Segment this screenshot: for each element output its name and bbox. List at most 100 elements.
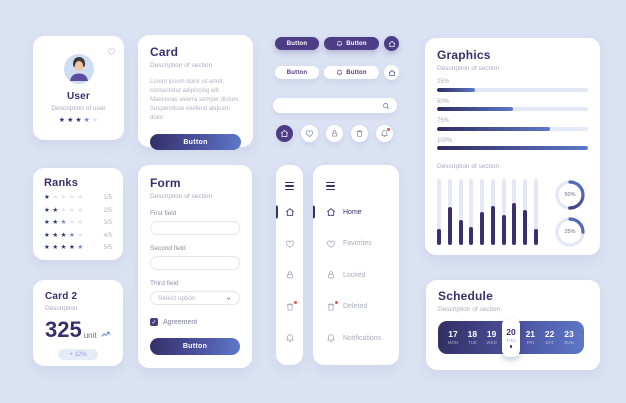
home-circle-button-primary[interactable] (384, 36, 399, 51)
star-icon: ★ (60, 244, 67, 251)
chart-bar-track (523, 179, 528, 245)
star-icon: ★ (68, 206, 75, 214)
first-field-input[interactable] (150, 221, 240, 235)
bell-icon (337, 40, 343, 47)
day-cell[interactable]: 22 SAT (541, 329, 559, 346)
secondary-button[interactable]: Button (275, 66, 319, 79)
rank-stars: ★ ★ ★ ★ ★ (44, 231, 104, 240)
form-title: Form (150, 176, 181, 190)
star-icon: ★ (44, 219, 50, 226)
star-icon: ★ (67, 117, 74, 124)
sidebar-item-home[interactable]: Home (313, 196, 399, 228)
active-indicator (313, 205, 315, 219)
selected-day-dot (509, 345, 513, 348)
sidebar-item-notifications[interactable] (276, 322, 303, 354)
form-submit-button[interactable]: Button (150, 338, 240, 355)
heart-icon[interactable] (107, 43, 116, 55)
day-cell[interactable]: 17 MON (444, 329, 462, 345)
progress-bar (437, 107, 588, 111)
second-field-label: Second field (150, 245, 186, 252)
date-strip: 17 MON 18 TUE 19 WED 20 THU 21 FRI 22 SA… (438, 318, 584, 357)
search-input[interactable] (280, 102, 382, 109)
first-field-label: First field (150, 210, 177, 217)
third-field-label: Third field (150, 280, 179, 287)
day-cell-selected[interactable]: 20 THU (501, 318, 520, 357)
chart-bar-track (533, 179, 538, 245)
day-name: SAT (545, 340, 554, 346)
select-field[interactable]: Select option (150, 291, 240, 305)
stat-row: 325 unit (45, 319, 111, 341)
bar-chart (437, 179, 542, 245)
heart-icon-button[interactable] (301, 125, 318, 142)
bell-icon (327, 334, 335, 343)
trash-icon (356, 130, 363, 137)
rank-row: ★ ★ ★ ★ ★ 4/5 (44, 231, 112, 240)
lock-icon-button[interactable] (326, 125, 343, 142)
home-icon-button[interactable] (276, 125, 293, 142)
agreement-label: Agreement (163, 318, 198, 326)
sidebar-item-notifications[interactable]: Notifications (313, 322, 399, 354)
active-indicator (276, 205, 278, 219)
graphics-section2-description: Description of section (437, 163, 500, 170)
day-cell[interactable]: 18 TUE (463, 329, 481, 345)
second-field-input[interactable] (150, 256, 240, 270)
sidebar-item-label: Home (343, 208, 362, 216)
day-name: THU (506, 338, 516, 343)
day-cell[interactable]: 21 FRI (521, 329, 539, 346)
rank-row: ★ ★ ★ ★ ★ 5/5 (44, 244, 112, 252)
secondary-icon-button[interactable]: Button (324, 66, 379, 79)
sidebar-item-home[interactable] (276, 196, 303, 228)
sidebar-item-locked[interactable]: Locked (313, 259, 399, 291)
graphics-description: Description of section (437, 65, 500, 72)
star-icon: ★ (44, 231, 50, 239)
card-button[interactable]: Button (150, 134, 241, 150)
star-icon: ★ (68, 231, 75, 239)
sidebar-item-deleted[interactable] (276, 291, 303, 323)
progress-fill (437, 87, 475, 92)
bell-icon-button[interactable] (376, 125, 393, 142)
star-icon: ★ (58, 117, 66, 124)
rank-stars: ★ ★ ★ ★ ★ (44, 244, 104, 252)
search-icon[interactable] (382, 102, 390, 110)
notification-dot (293, 300, 297, 304)
sidebar-item-favorites[interactable]: Favorites (313, 228, 399, 260)
trash-icon-button[interactable] (351, 125, 368, 142)
donut-chart: 50% (554, 179, 586, 211)
chart-bar-track (512, 179, 517, 245)
primary-icon-button[interactable]: Button (324, 37, 379, 50)
trash-icon (327, 303, 335, 311)
progress-label: 50% (437, 98, 450, 105)
star-icon: ★ (68, 244, 75, 251)
chart-bar (501, 214, 506, 245)
chart-bar (523, 210, 528, 245)
rank-label: 2/5 (103, 207, 112, 214)
home-circle-button-secondary[interactable] (384, 65, 399, 80)
sidebar-item-favorites[interactable] (276, 228, 303, 260)
star-icon: ★ (52, 206, 59, 214)
sidebar-item-label: Locked (343, 271, 366, 279)
day-name: FRI (526, 340, 534, 346)
day-cell[interactable]: 23 SUN (560, 329, 578, 346)
chart-bar-track (458, 179, 463, 245)
star-icon: ★ (60, 194, 67, 201)
user-card-title: User (66, 91, 91, 102)
star-icon: ★ (75, 117, 82, 124)
agreement-checkbox-row[interactable]: ✓ Agreement (150, 318, 240, 326)
secondary-icon-button-label: Button (346, 69, 367, 76)
lock-icon (286, 271, 293, 279)
icon-with-badge (326, 300, 338, 312)
trend-up-icon (100, 331, 110, 337)
sidebar-item-locked[interactable] (276, 259, 303, 291)
primary-button[interactable]: Button (275, 37, 319, 50)
menu-icon[interactable] (285, 176, 294, 196)
day-cell[interactable]: 19 WED (483, 329, 501, 346)
menu-icon[interactable] (313, 176, 399, 196)
sidebar-item-deleted[interactable]: Deleted (313, 291, 399, 323)
bell-icon (285, 334, 294, 343)
home-icon (285, 208, 294, 216)
ranks-title: Ranks (44, 177, 79, 189)
day-name: WED (486, 340, 497, 346)
day-name: SUN (564, 340, 574, 346)
checkbox-checked-icon[interactable]: ✓ (150, 318, 158, 326)
card2-description: Description (45, 305, 78, 312)
